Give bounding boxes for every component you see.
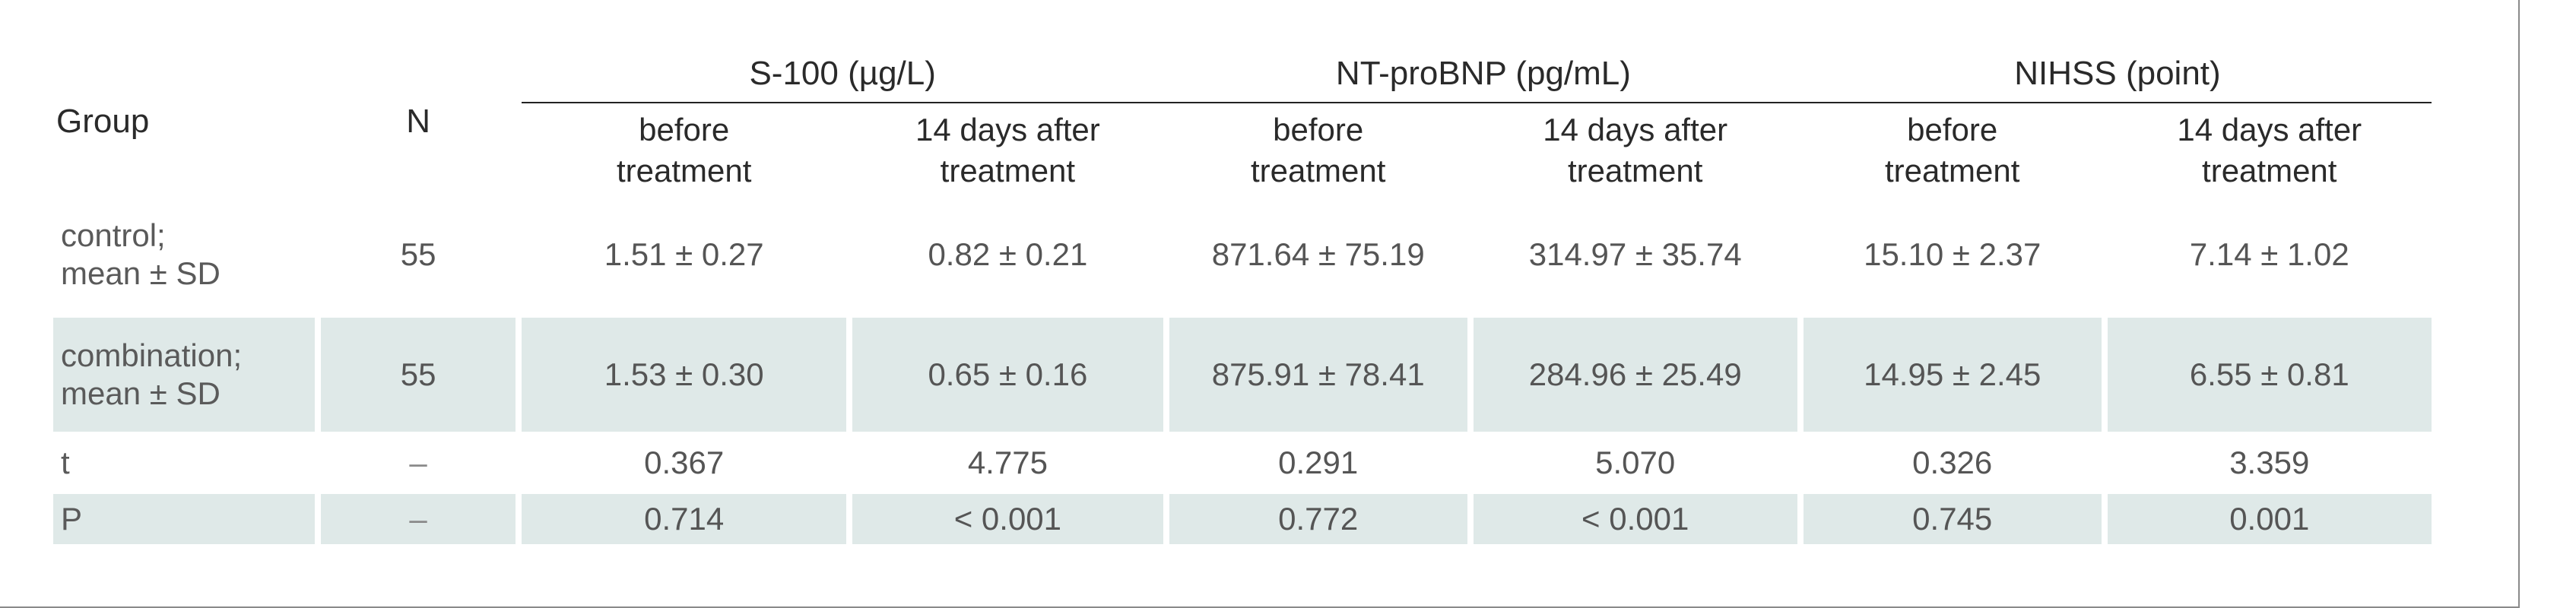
table-cell: 0.291 <box>1278 445 1359 480</box>
table-cell: 0.65 ± 0.16 <box>852 318 1163 432</box>
row-n: 55 <box>400 236 436 272</box>
table-cell: 5.070 <box>1595 445 1676 480</box>
table-row-control: control; mean ± SD 55 1.51 ± 0.27 0.82 ± … <box>53 198 2432 312</box>
table-row-t: t – 0.367 4.775 0.291 5.070 0.326 3.359 <box>53 438 2432 488</box>
header-s100: S-100 (µg/L) <box>749 55 936 92</box>
table-cell: 0.714 <box>522 494 846 544</box>
table-row-p: P – 0.714 < 0.001 0.772 < 0.001 0.745 0.… <box>53 494 2432 544</box>
header-row-groups: Group N S-100 (µg/L) NT-proBNP (pg/mL) N… <box>53 52 2432 140</box>
table-cell: 1.51 ± 0.27 <box>604 236 764 272</box>
table-cell: 0.326 <box>1912 445 1993 480</box>
header-row-sub: before treatment 14 days after treatment b… <box>53 109 2432 192</box>
table-cell: 15.10 ± 2.37 <box>1864 236 2041 272</box>
table-cell: 0.001 <box>2107 494 2432 544</box>
header-ntprobnp-before: before treatment <box>1250 112 1386 188</box>
results-table: Group N S-100 (µg/L) NT-proBNP (pg/mL) N… <box>47 46 2438 550</box>
table-frame <box>0 0 2520 608</box>
header-nihss: NIHSS (point) <box>2014 55 2221 92</box>
row-n: – <box>320 494 516 544</box>
header-rule <box>522 102 2432 103</box>
table-cell: 871.64 ± 75.19 <box>1211 236 1425 272</box>
table-cell: 875.91 ± 78.41 <box>1169 318 1467 432</box>
table-cell: 1.53 ± 0.30 <box>522 318 846 432</box>
header-s100-after: 14 days after treatment <box>915 112 1100 188</box>
table-cell: 3.359 <box>2229 445 2310 480</box>
header-ntprobnp-after: 14 days after treatment <box>1543 112 1728 188</box>
header-ntprobnp: NT-proBNP (pg/mL) <box>1335 55 1631 92</box>
row-n: 55 <box>320 318 516 432</box>
row-label: combination; mean ± SD <box>53 318 315 432</box>
row-n: – <box>409 445 427 480</box>
table-cell: 6.55 ± 0.81 <box>2107 318 2432 432</box>
row-label: P <box>53 494 315 544</box>
table-cell: 0.745 <box>1803 494 2102 544</box>
table-cell: 14.95 ± 2.45 <box>1803 318 2102 432</box>
table-row-combination: combination; mean ± SD 55 1.53 ± 0.30 0.6… <box>53 318 2432 432</box>
table-cell: 0.367 <box>644 445 725 480</box>
table-cell: 4.775 <box>967 445 1048 480</box>
row-label: control; mean ± SD <box>61 217 220 291</box>
row-label: t <box>61 445 70 480</box>
table-cell: 284.96 ± 25.49 <box>1473 318 1797 432</box>
table-cell: 7.14 ± 1.02 <box>2189 236 2349 272</box>
header-group: Group <box>56 103 150 140</box>
header-nihss-before: before treatment <box>1885 112 2020 188</box>
table-cell: 0.82 ± 0.21 <box>928 236 1088 272</box>
header-n: N <box>406 103 430 140</box>
header-s100-before: before treatment <box>616 112 752 188</box>
table-cell: 314.97 ± 35.74 <box>1528 236 1742 272</box>
table-cell: 0.772 <box>1169 494 1467 544</box>
table-cell: < 0.001 <box>852 494 1163 544</box>
header-nihss-after: 14 days after treatment <box>2177 112 2362 188</box>
header-rule-row <box>53 102 2432 103</box>
table-cell: < 0.001 <box>1473 494 1797 544</box>
